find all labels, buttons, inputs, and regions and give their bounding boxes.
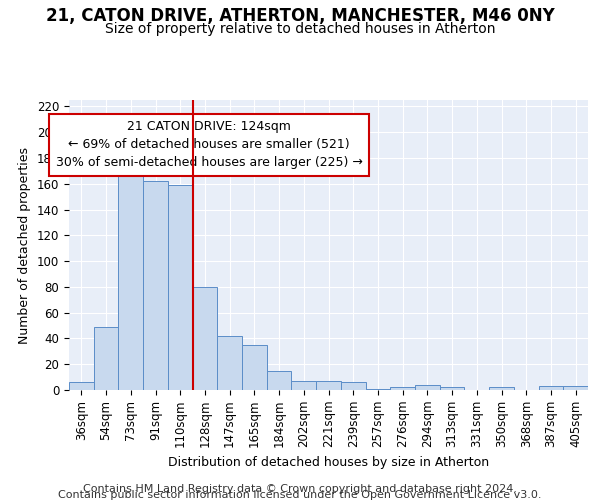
Text: 21 CATON DRIVE: 124sqm
← 69% of detached houses are smaller (521)
30% of semi-de: 21 CATON DRIVE: 124sqm ← 69% of detached… <box>56 120 362 170</box>
Bar <box>69 382 94 390</box>
Bar <box>341 382 365 390</box>
Bar <box>242 345 267 390</box>
Text: Contains public sector information licensed under the Open Government Licence v3: Contains public sector information licen… <box>58 490 542 500</box>
Bar <box>217 336 242 390</box>
Bar <box>94 327 118 390</box>
Text: Size of property relative to detached houses in Atherton: Size of property relative to detached ho… <box>105 22 495 36</box>
Bar <box>539 386 563 390</box>
Bar <box>292 381 316 390</box>
Bar <box>118 168 143 390</box>
Text: Contains HM Land Registry data © Crown copyright and database right 2024.: Contains HM Land Registry data © Crown c… <box>83 484 517 494</box>
Bar <box>365 388 390 390</box>
Bar <box>563 386 588 390</box>
Bar <box>168 185 193 390</box>
Bar <box>267 370 292 390</box>
Bar <box>489 388 514 390</box>
Bar <box>316 381 341 390</box>
Bar <box>193 287 217 390</box>
Text: 21, CATON DRIVE, ATHERTON, MANCHESTER, M46 0NY: 21, CATON DRIVE, ATHERTON, MANCHESTER, M… <box>46 8 554 26</box>
Bar <box>143 181 168 390</box>
Y-axis label: Number of detached properties: Number of detached properties <box>19 146 31 344</box>
X-axis label: Distribution of detached houses by size in Atherton: Distribution of detached houses by size … <box>168 456 489 468</box>
Bar <box>415 385 440 390</box>
Bar <box>440 388 464 390</box>
Bar <box>390 388 415 390</box>
